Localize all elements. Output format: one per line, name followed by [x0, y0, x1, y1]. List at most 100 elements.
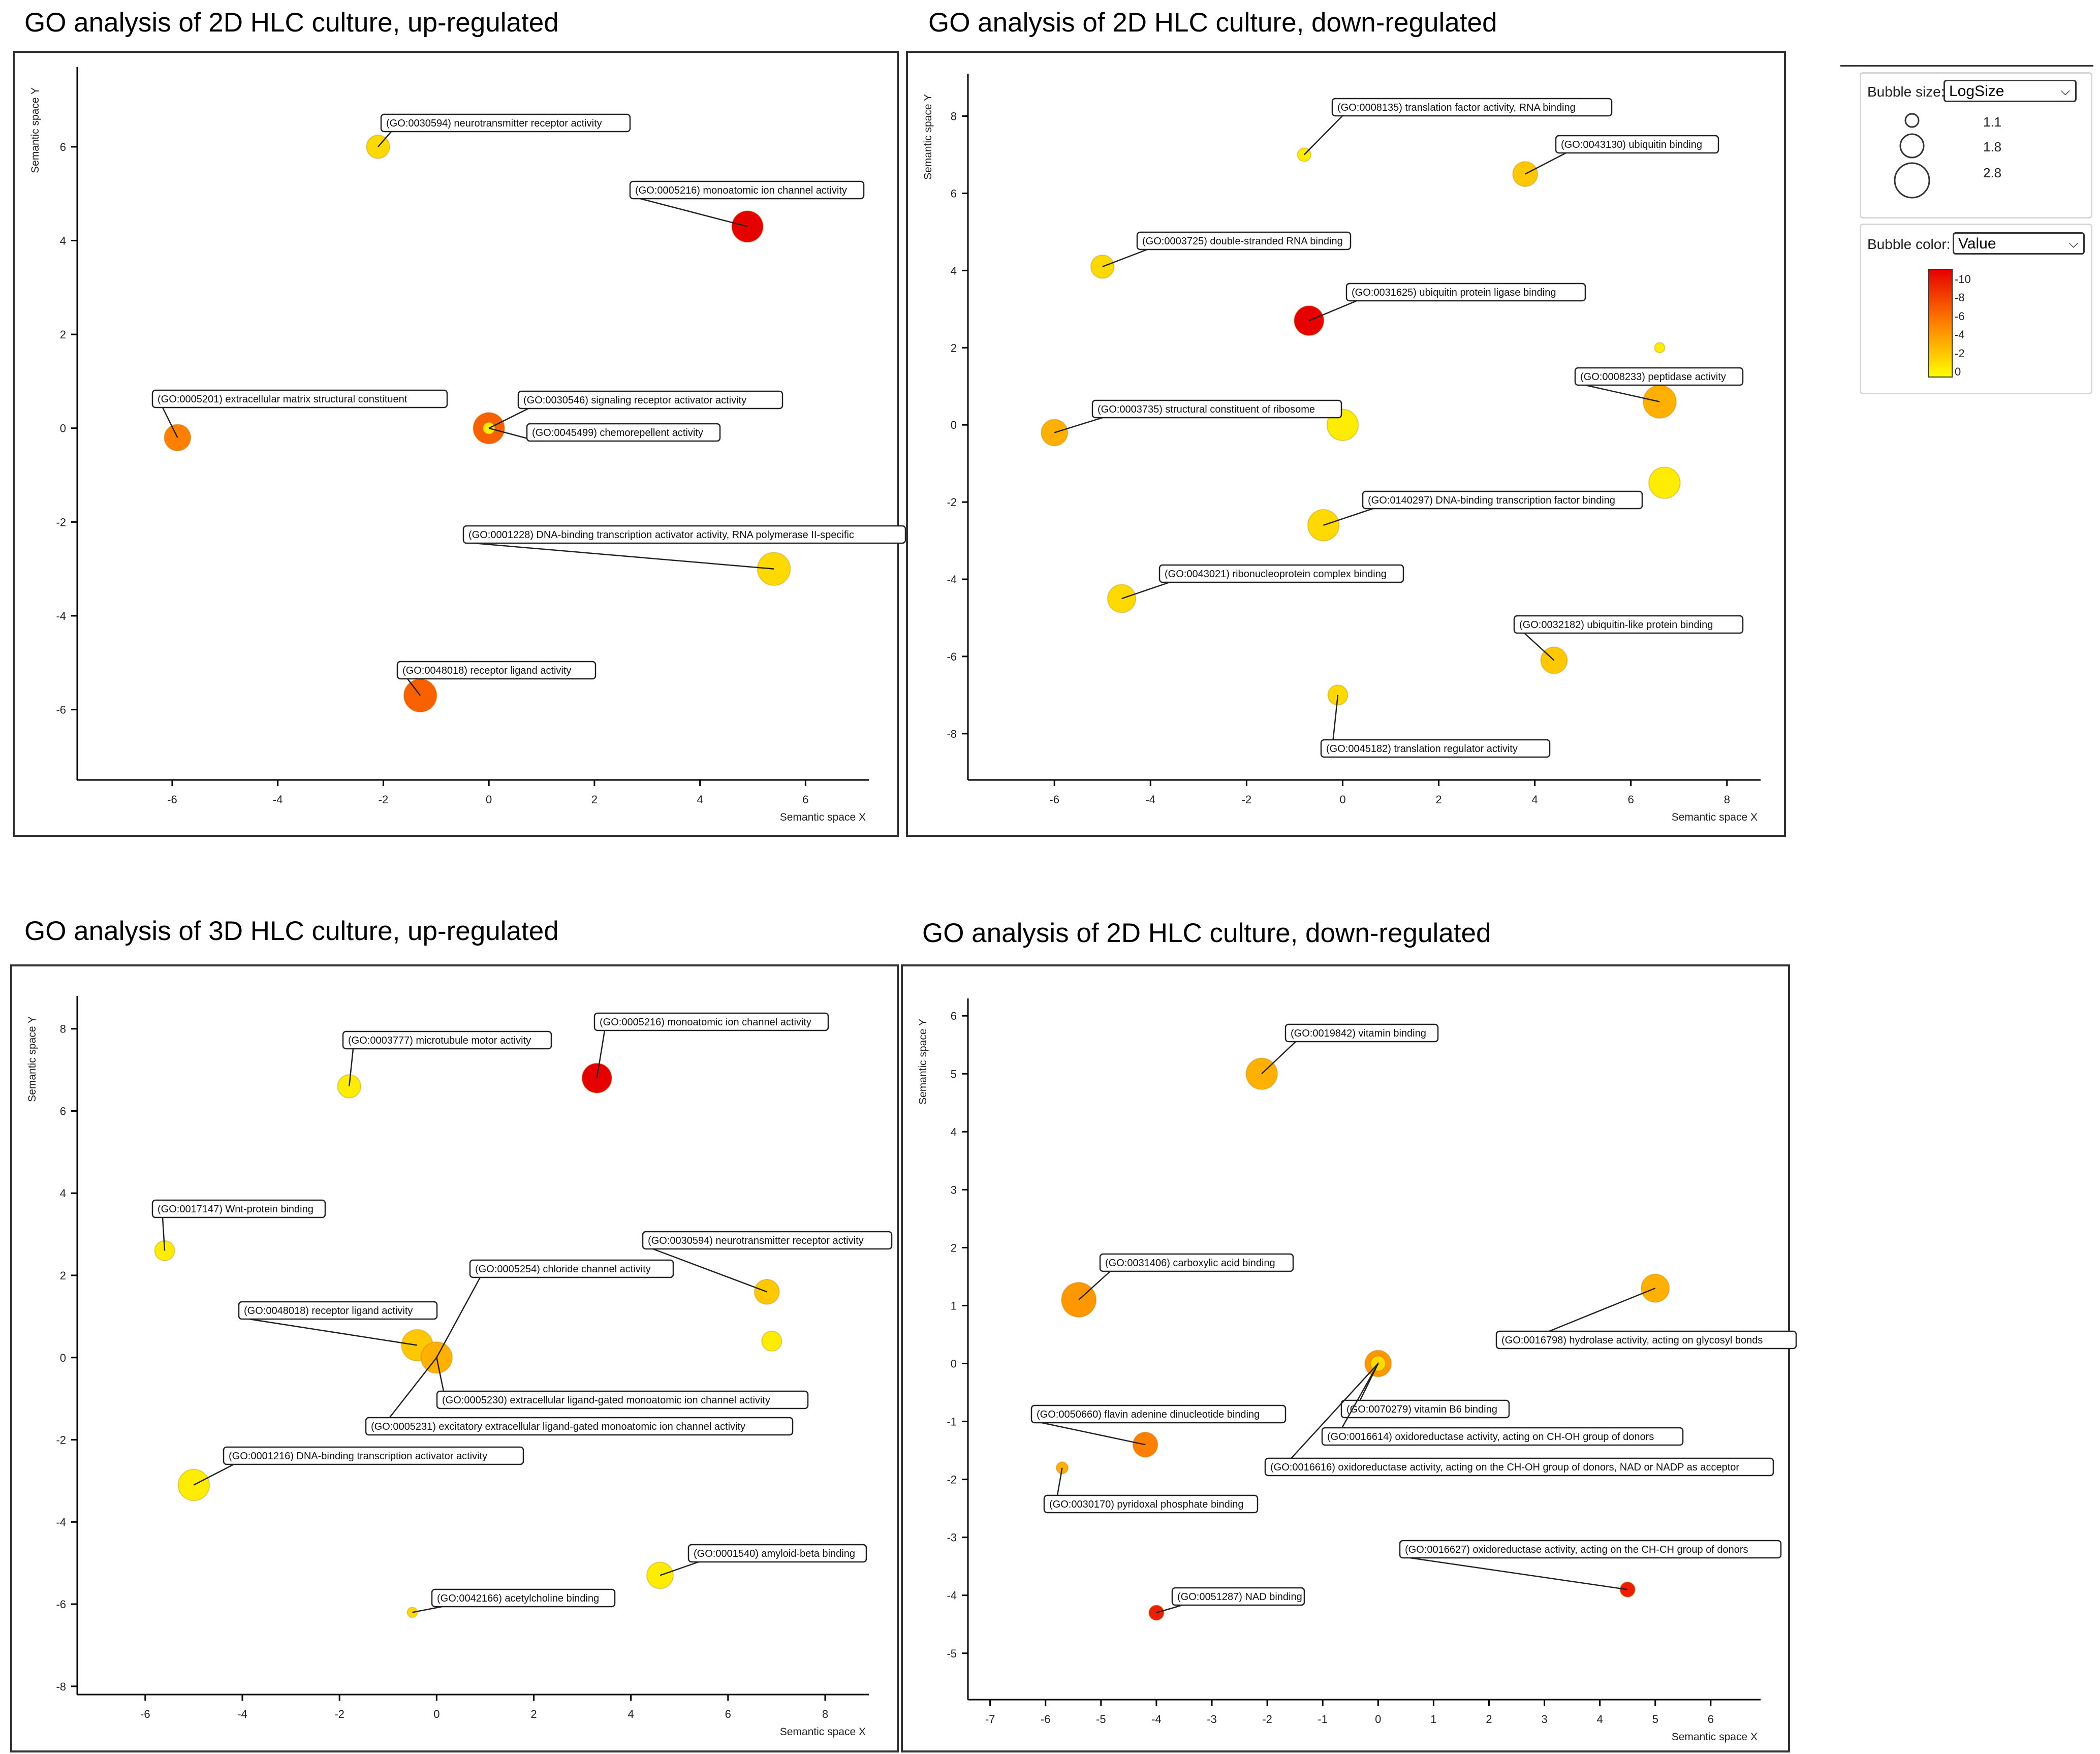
y-tick-label: 6	[951, 1010, 957, 1022]
size-value-2: 1.8	[1983, 139, 2002, 154]
label-box	[1099, 1253, 1294, 1272]
bubble-label: (GO:0005216) monoatomic ion channel acti…	[635, 185, 847, 196]
panel-3-title: GO analysis of 3D HLC culture, up-regula…	[24, 916, 559, 946]
x-tick-label: -2	[379, 793, 389, 806]
label-leader-line	[596, 1030, 606, 1078]
x-tick-label: 4	[697, 793, 703, 806]
color-tick: 0	[1955, 365, 1961, 378]
y-tick-label: -2	[947, 496, 957, 509]
bubble-label: (GO:0005231) excitatory extracellular li…	[371, 1421, 745, 1432]
y-tick-label: -2	[56, 516, 66, 528]
y-tick-label: 4	[60, 235, 66, 247]
label-leader-line	[1308, 300, 1357, 322]
bubble-label: (GO:0048018) receptor ligand activity	[402, 665, 571, 676]
label-leader-line	[1323, 508, 1373, 526]
bubble-label: (GO:0030546) signaling receptor activato…	[523, 395, 746, 406]
y-tick-label: 0	[60, 422, 66, 435]
label-leader-line	[1261, 1041, 1296, 1075]
x-tick-label: -6	[1041, 1713, 1051, 1726]
bubble-point	[1654, 342, 1666, 354]
bubble-label: (GO:0008135) translation factor activity…	[1337, 102, 1576, 113]
label-leader-line	[1525, 152, 1566, 175]
label-box	[380, 113, 631, 133]
bubble-point	[731, 210, 764, 243]
y-tick-label: 0	[951, 419, 957, 431]
y-tick-label: 0	[60, 1352, 66, 1364]
x-tick-label: 6	[725, 1708, 731, 1720]
y-tick-label: 1	[951, 1299, 957, 1312]
y-tick-label: 2	[951, 1241, 957, 1254]
color-tick: -8	[1955, 291, 1965, 304]
label-box	[1171, 1587, 1305, 1606]
y-tick-label: 8	[951, 110, 957, 123]
size-value-3: 2.8	[1983, 165, 2002, 180]
bubble-label: (GO:0042166) acetylcholine binding	[437, 1593, 599, 1604]
x-tick-label: 6	[1708, 1713, 1714, 1726]
x-axis-label: Semantic space X	[1672, 1731, 1758, 1743]
bubble-label: (GO:0045499) chemorepellent activity	[532, 427, 703, 438]
x-tick-label: 0	[486, 793, 492, 806]
y-tick-label: -6	[947, 650, 957, 663]
label-box	[526, 423, 721, 442]
bubble-label: (GO:0019842) vitamin binding	[1291, 1028, 1426, 1039]
x-tick-label: 5	[1652, 1713, 1658, 1726]
label-leader-line	[640, 198, 748, 228]
y-tick-label: 6	[60, 1105, 66, 1117]
bubble-color-select[interactable]: Value ⌵	[1953, 232, 2085, 255]
label-leader-line	[162, 1217, 166, 1251]
y-tick-label: -4	[947, 573, 957, 586]
x-tick-label: 2	[1435, 793, 1441, 806]
label-box	[238, 1301, 438, 1320]
label-box	[1043, 1494, 1259, 1514]
label-box	[1091, 399, 1342, 419]
chart-panel-2: -6 -4 -2 0 2 4 6 8 -8 -6 -4 -2 0 2 4 6 8 Semantic space X…	[906, 51, 1786, 837]
label-box	[1495, 1330, 1797, 1350]
label-leader-line	[473, 542, 774, 570]
label-box	[469, 1259, 674, 1278]
label-box	[1362, 490, 1643, 510]
y-tick-label: 3	[951, 1183, 957, 1196]
label-box	[1555, 135, 1719, 154]
bubble-label: (GO:0016627) oxidoreductase activity, ac…	[1405, 1544, 1748, 1555]
bubble-label: (GO:0048018) receptor ligand activity	[244, 1305, 413, 1317]
y-tick-label: 2	[60, 328, 66, 341]
bubble-label: (GO:0030170) pyridoxal phosphate binding	[1049, 1499, 1243, 1510]
label-box	[1331, 98, 1613, 117]
label-leader-line	[412, 1606, 443, 1613]
x-tick-label: 6	[1628, 793, 1634, 806]
label-leader-line	[652, 1248, 767, 1293]
x-tick-label: -4	[237, 1708, 247, 1720]
x-axis-label: Semantic space X	[780, 1726, 866, 1738]
bubble-size-select[interactable]: LogSize ⌵	[1944, 80, 2077, 102]
label-box	[517, 390, 783, 410]
bubble-label: (GO:0030594) neurotransmitter receptor a…	[386, 118, 602, 129]
label-box	[1340, 1399, 1510, 1419]
y-tick-label: 0	[951, 1358, 957, 1370]
label-box	[1264, 1457, 1774, 1477]
x-tick-label: -2	[1262, 1713, 1272, 1726]
y-tick-label: 4	[951, 264, 957, 277]
bubble-label: (GO:0032182) ubiquitin-like protein bind…	[1519, 619, 1713, 631]
bubble-label: (GO:0140297) DNA-binding transcription f…	[1368, 495, 1615, 506]
y-tick-label: -6	[56, 704, 66, 716]
color-tick: -6	[1955, 310, 1965, 323]
bubble-label: (GO:0005254) chloride channel activity	[475, 1264, 651, 1275]
label-leader-line	[1524, 633, 1555, 661]
bubble-label: (GO:0051287) NAD binding	[1177, 1591, 1302, 1603]
x-tick-label: -1	[1318, 1713, 1328, 1726]
label-leader-line	[1041, 1422, 1146, 1446]
label-box	[1399, 1540, 1782, 1559]
label-leader-line	[1156, 1604, 1183, 1614]
label-leader-line	[162, 407, 178, 438]
label-box	[629, 180, 865, 200]
panel-2-title: GO analysis of 2D HLC culture, down-regu…	[928, 8, 1497, 38]
label-leader-line	[407, 678, 421, 696]
y-axis-label: Semantic space Y	[26, 1016, 38, 1102]
x-tick-label: -6	[167, 793, 177, 806]
x-tick-label: 0	[1339, 793, 1345, 806]
x-tick-label: -7	[985, 1713, 995, 1726]
y-tick-label: 6	[60, 141, 66, 153]
y-axis-label: Semantic space Y	[917, 1019, 929, 1105]
chevron-down-icon: ⌵	[2060, 84, 2070, 98]
